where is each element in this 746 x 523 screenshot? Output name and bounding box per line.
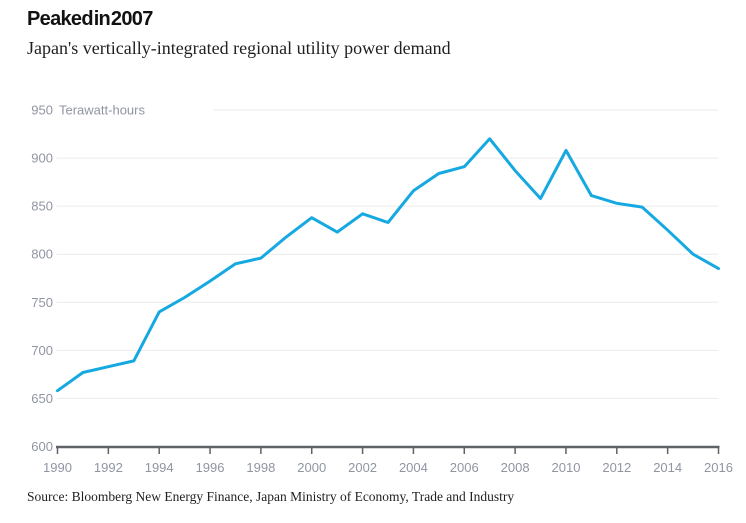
y-tick-label: 600: [31, 439, 53, 454]
x-tick-label: 2016: [704, 460, 733, 475]
x-tick-label: 2014: [653, 460, 682, 475]
x-tick-label: 2002: [348, 460, 377, 475]
y-tick-label: 950: [31, 103, 53, 118]
y-tick-label: 650: [31, 391, 53, 406]
x-tick-label: 2008: [501, 460, 530, 475]
demand-line-series: [56, 137, 720, 393]
x-tick-label: 1998: [246, 460, 275, 475]
chart-subtitle: Japan's vertically-integrated regional u…: [27, 38, 451, 58]
y-axis-labels: 600 650 700 750 800 850 900 950 Terawatt-hours: [31, 103, 145, 455]
y-axis-unit-label: Terawatt-hours: [59, 103, 145, 118]
y-tick-label: 800: [31, 247, 53, 262]
x-tick-label: 2006: [450, 460, 479, 475]
y-tick-label: 750: [31, 295, 53, 310]
x-tick-label: 1994: [145, 460, 174, 475]
x-tick-label: 2010: [552, 460, 581, 475]
x-tick-label: 2000: [297, 460, 326, 475]
y-tick-label: 900: [31, 151, 53, 166]
x-tick-label: 1990: [43, 460, 72, 475]
gridlines: [56, 109, 719, 399]
source-note: Source: Bloomberg New Energy Finance, Ja…: [27, 489, 515, 504]
x-tick-label: 2004: [399, 460, 428, 475]
y-tick-label: 700: [31, 343, 53, 358]
page-title: Peaked in 2007: [27, 8, 153, 30]
y-tick-label: 850: [31, 199, 53, 214]
x-tick-label: 1992: [94, 460, 123, 475]
x-tick-label: 1996: [196, 460, 225, 475]
x-axis-labels: 1990 1992 1994 1996 1998 2000 2002 2004 2006 2008…: [43, 460, 733, 475]
x-axis: [56, 445, 720, 454]
x-tick-label: 2012: [602, 460, 631, 475]
